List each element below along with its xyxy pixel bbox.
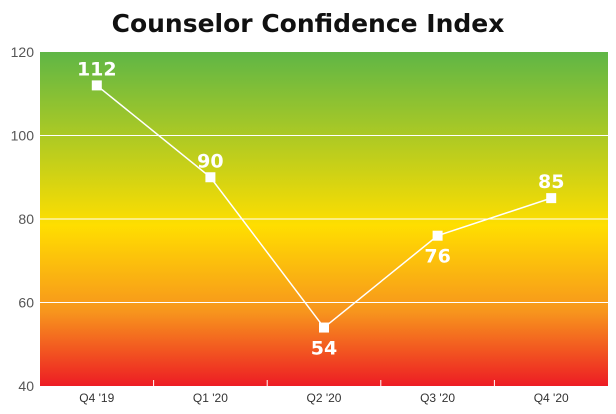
x-tick-label: Q4 '19 bbox=[79, 391, 114, 405]
y-tick-label: 120 bbox=[11, 44, 35, 60]
data-label: 76 bbox=[424, 246, 450, 268]
data-label: 54 bbox=[311, 338, 337, 360]
data-labels: 112 90 54 76 85 bbox=[77, 58, 564, 359]
y-tick-label: 60 bbox=[18, 295, 34, 311]
data-label: 112 bbox=[77, 58, 117, 80]
data-point-marker bbox=[91, 80, 102, 91]
chart-title: Counselor Confidence Index bbox=[112, 9, 505, 38]
data-point-marker bbox=[205, 172, 216, 183]
y-tick-label: 80 bbox=[18, 211, 34, 227]
x-tick-label: Q3 '20 bbox=[420, 391, 455, 405]
x-tick-label: Q2 '20 bbox=[307, 391, 342, 405]
data-markers bbox=[91, 80, 557, 333]
data-point-marker bbox=[432, 230, 443, 241]
y-tick-label: 40 bbox=[18, 378, 34, 394]
data-label: 90 bbox=[197, 150, 223, 172]
data-label: 85 bbox=[538, 171, 564, 193]
data-point-marker bbox=[319, 322, 329, 333]
x-tick-label: Q1 '20 bbox=[193, 391, 228, 405]
x-axis-tick-labels: Q4 '19 Q1 '20 Q2 '20 Q3 '20 Q4 '20 bbox=[79, 391, 569, 405]
y-axis-tick-labels: 40 60 80 100 120 bbox=[11, 44, 35, 394]
x-tick-label: Q4 '20 bbox=[534, 391, 569, 405]
y-tick-label: 100 bbox=[11, 128, 35, 144]
data-point-marker bbox=[546, 193, 557, 204]
gridlines bbox=[40, 135, 608, 386]
